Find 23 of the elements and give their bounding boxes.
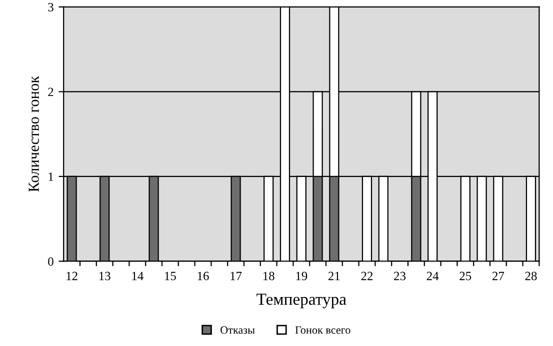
y-tick-label: 2 xyxy=(48,88,54,96)
y-tick-label: 1 xyxy=(48,172,54,181)
x-tick-label: 22 xyxy=(361,272,373,280)
x-axis-title: Температура xyxy=(256,294,346,308)
x-tick-label: 17 xyxy=(230,272,242,280)
y-axis-title: Количество гонок xyxy=(28,76,39,192)
x-tick-label: 28 xyxy=(525,272,537,280)
x-tick-label: 15 xyxy=(165,272,176,280)
x-tick-label: 27 xyxy=(492,272,504,280)
y-tick-label: 0 xyxy=(48,257,54,266)
x-tick-label: 13 xyxy=(99,272,110,280)
x-tick-label: 21 xyxy=(328,272,340,280)
legend-label: Гонок всего xyxy=(295,326,350,334)
y-tick-label: 3 xyxy=(48,2,54,12)
x-tick-label: 12 xyxy=(66,272,78,280)
x-tick-label: 14 xyxy=(132,272,144,280)
x-tick-label: 16 xyxy=(198,272,209,280)
x-tick-label: 23 xyxy=(394,272,406,280)
x-tick-label: 25 xyxy=(460,272,472,280)
x-tick-label: 19 xyxy=(296,272,308,280)
legend-label: Отказы xyxy=(220,326,255,334)
x-tick-label: 18 xyxy=(263,272,274,280)
x-tick-label: 24 xyxy=(426,272,439,280)
